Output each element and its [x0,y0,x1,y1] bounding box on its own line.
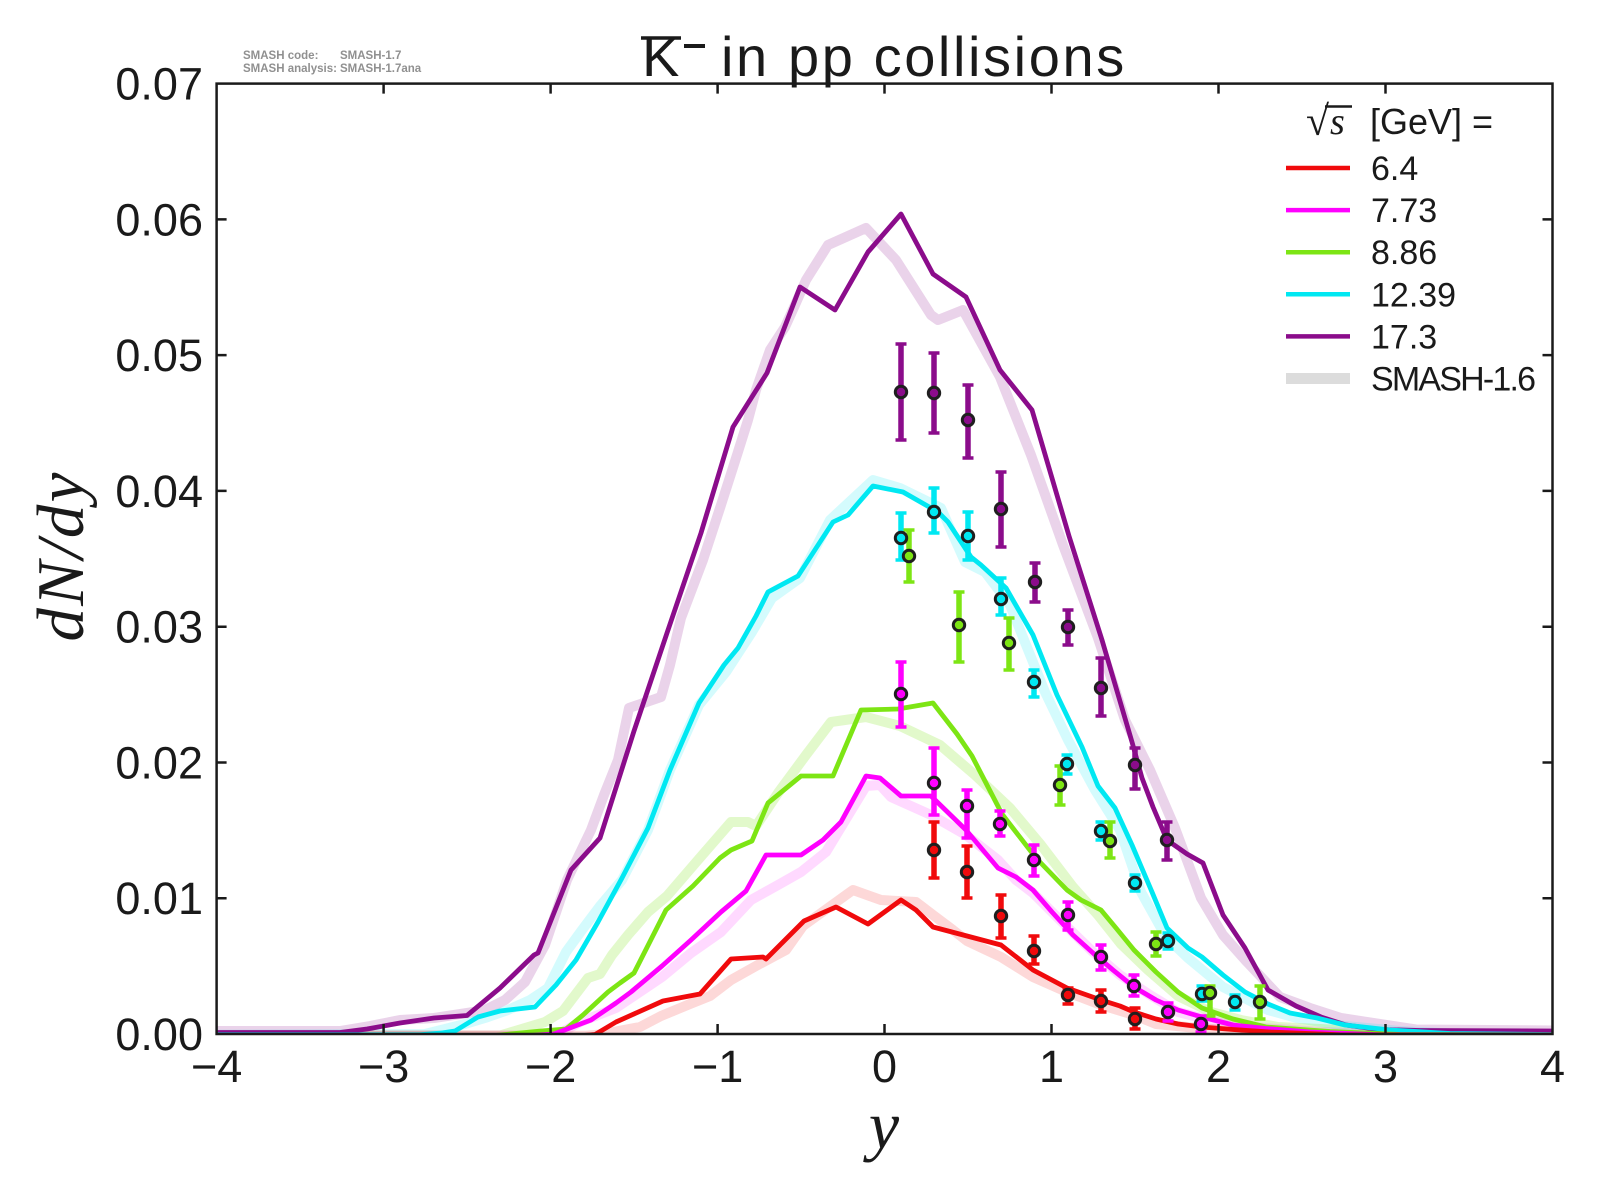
svg-text:SMASH-1.7ana: SMASH-1.7ana [340,63,422,75]
svg-text:K: K [642,25,679,88]
svg-text:−2: −2 [525,1041,576,1092]
svg-text:in pp collisions: in pp collisions [721,25,1127,88]
svg-text:SMASH-1.6: SMASH-1.6 [1371,361,1535,399]
svg-text:6.4: 6.4 [1371,150,1418,188]
svg-text:SMASH analysis:: SMASH analysis: [243,63,337,75]
svg-text:0.02: 0.02 [115,738,203,789]
svg-text:s: s [1330,101,1345,143]
svg-text:y: y [863,1087,900,1163]
svg-text:8.86: 8.86 [1371,234,1437,272]
svg-text:3: 3 [1373,1041,1398,1092]
svg-text:7.73: 7.73 [1371,192,1437,230]
svg-text:0.05: 0.05 [115,330,203,381]
svg-text:0.07: 0.07 [115,59,203,110]
svg-text:−3: −3 [358,1041,409,1092]
svg-text:SMASH-1.7: SMASH-1.7 [340,50,401,62]
svg-text:4: 4 [1540,1041,1565,1092]
svg-text:0.00: 0.00 [115,1009,203,1060]
svg-text:12.39: 12.39 [1371,276,1456,314]
svg-text:0.06: 0.06 [115,194,203,245]
svg-text:−1: −1 [692,1041,743,1092]
svg-text:0.01: 0.01 [115,873,203,924]
svg-text:SMASH code:: SMASH code: [243,50,318,62]
svg-text:−4: −4 [191,1041,242,1092]
svg-text:1: 1 [1039,1041,1064,1092]
svg-text:dN/dy: dN/dy [24,470,98,641]
svg-text:2: 2 [1206,1041,1231,1092]
svg-text:0: 0 [872,1041,897,1092]
svg-text:17.3: 17.3 [1371,318,1437,356]
svg-text:0.03: 0.03 [115,602,203,653]
svg-text:0.04: 0.04 [115,466,203,517]
svg-text:[GeV] =: [GeV] = [1370,101,1493,142]
